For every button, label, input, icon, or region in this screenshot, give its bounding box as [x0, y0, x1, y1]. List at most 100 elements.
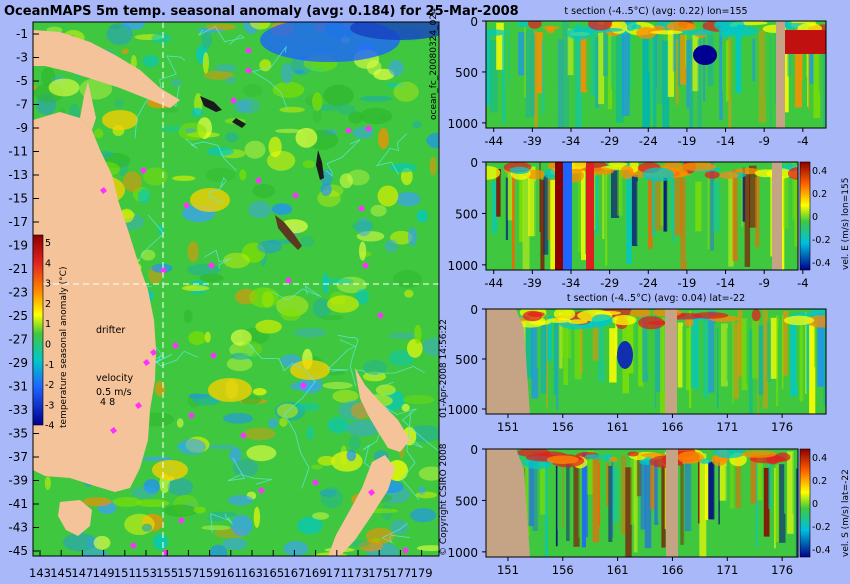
- section-streak: [562, 21, 569, 127]
- surface-patch: [639, 459, 653, 465]
- section-streak: [611, 21, 613, 90]
- x-tick-label: 156: [552, 420, 574, 434]
- anomaly-patch: [320, 182, 332, 196]
- anomaly-patch: [283, 541, 309, 556]
- velocity-colorbar-tick: -0.4: [812, 545, 831, 556]
- anomaly-patch: [250, 22, 271, 30]
- section-streak: [689, 39, 694, 128]
- section-streak: [617, 171, 623, 216]
- section-streak: [612, 33, 617, 118]
- section-streak: [650, 326, 657, 406]
- section-streak: [678, 33, 681, 87]
- surface-patch: [609, 456, 618, 462]
- section-streak: [794, 21, 802, 108]
- section-panels: t section (-4..5°C) (avg: 0.22) lon=155 0…: [447, 6, 850, 577]
- section-streak: [633, 454, 638, 553]
- anomaly-patch: [257, 240, 282, 254]
- anomaly-patch: [312, 92, 323, 112]
- velocity-label: velocity: [96, 373, 134, 384]
- section-streak: [749, 23, 754, 98]
- surface-patch: [783, 315, 815, 326]
- lat-tick-label: -23: [8, 286, 28, 300]
- new-guinea: [33, 30, 180, 108]
- section-streak: [814, 321, 819, 368]
- warm-anomaly-patch: [152, 460, 188, 480]
- anomaly-patch: [243, 427, 276, 441]
- x-tick-label: 176: [771, 563, 793, 577]
- lon-tick-label: 177: [389, 566, 411, 580]
- jet-core: [555, 162, 563, 270]
- section-streak: [486, 36, 491, 106]
- section-streak: [518, 32, 526, 76]
- x-tick-label: 161: [607, 563, 629, 577]
- temp-colorbar-ticks: 5 4 3 2 1 0 -1 -2 -3 -4: [45, 238, 54, 432]
- anomaly-patch: [322, 381, 353, 390]
- x-tick-label: -24: [639, 276, 658, 290]
- anomaly-patch: [208, 444, 238, 450]
- section-streak: [744, 458, 752, 506]
- jet-core: [563, 162, 572, 270]
- section-streak: [697, 39, 702, 128]
- anomaly-patch: [183, 309, 193, 324]
- anomaly-patch: [426, 132, 439, 149]
- anomaly-patch: [201, 30, 213, 49]
- section-streak: [690, 316, 699, 389]
- surface-patch: [486, 29, 508, 36]
- section-streak: [759, 181, 766, 254]
- section-streak: [525, 29, 534, 118]
- section-streak: [663, 176, 668, 232]
- lat-tick-label: -15: [8, 192, 28, 206]
- anomaly-patch: [141, 412, 175, 427]
- section-streak: [683, 451, 685, 557]
- section-streak: [630, 33, 632, 87]
- drifter-marker: [230, 97, 237, 104]
- anomaly-patch: [63, 533, 97, 552]
- x-tick-label: -4: [797, 134, 808, 148]
- section-streak: [817, 313, 825, 387]
- anomaly-patch: [388, 350, 415, 367]
- anomaly-patch: [176, 418, 184, 428]
- section-streak: [675, 39, 679, 105]
- anomaly-patch: [280, 63, 293, 84]
- anomaly-patch: [408, 227, 417, 247]
- velocity-colorbar-tick: -0.4: [812, 258, 831, 269]
- anomaly-patch: [131, 486, 158, 499]
- depth-contour: [327, 339, 357, 372]
- section-streak: [790, 321, 798, 397]
- jet-core: [586, 162, 594, 270]
- temp-colorbar: [32, 234, 44, 426]
- section-streak: [707, 162, 711, 250]
- section-streak: [732, 169, 739, 261]
- anomaly-patch: [312, 512, 330, 520]
- lat-tick-label: -29: [8, 356, 28, 370]
- surface-patch: [775, 452, 791, 462]
- anomaly-patch: [386, 83, 406, 88]
- anomaly-patch: [298, 375, 323, 394]
- section-streak: [519, 170, 524, 242]
- section-streak: [564, 459, 567, 554]
- section-streak: [656, 319, 662, 392]
- section-streak: [677, 322, 684, 388]
- anomaly-patch: [143, 167, 168, 186]
- lon-tick-label: 143: [29, 566, 51, 580]
- anomaly-patch: [390, 230, 413, 245]
- section-streak: [755, 463, 758, 548]
- anomaly-patch: [346, 420, 380, 437]
- drifter-marker: [245, 67, 252, 74]
- y-tick-label: 500: [455, 66, 478, 80]
- anomaly-patch: [362, 360, 387, 375]
- section-streak: [660, 178, 665, 226]
- section-streak: [509, 27, 517, 83]
- surface-patch: [637, 316, 665, 330]
- velocity-colorbar: [799, 161, 811, 271]
- section-streak: [809, 324, 816, 414]
- section-streak: [545, 459, 548, 557]
- section-streak: [545, 322, 547, 375]
- section-streak: [611, 458, 614, 538]
- anomaly-patch: [237, 98, 260, 114]
- y-tick-label: 0: [470, 156, 478, 170]
- section-streak: [802, 25, 808, 85]
- anomaly-patch: [244, 140, 266, 159]
- anomaly-patch: [242, 242, 266, 263]
- anomaly-patch: [294, 69, 304, 74]
